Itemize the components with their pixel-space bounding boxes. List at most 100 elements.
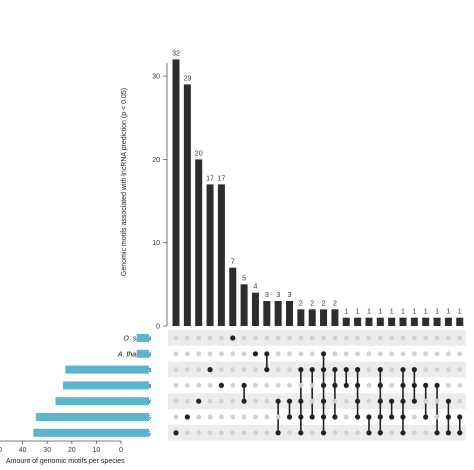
matrix-dot-inactive [332, 335, 338, 341]
matrix-dot-active [355, 398, 361, 404]
set-name-label: A. thaliana [117, 351, 151, 358]
matrix-dot-inactive [457, 383, 463, 388]
matrix-dot-inactive [230, 398, 236, 404]
matrix-dot-active [377, 430, 383, 436]
matrix-dot-inactive [298, 383, 304, 388]
matrix-dot-active [286, 398, 293, 404]
matrix-dot-inactive [411, 430, 417, 436]
matrix-dot-active [332, 367, 338, 373]
matrix-dot-active [286, 414, 293, 420]
matrix-dot-active [366, 430, 372, 436]
bar-value-label: 7 [231, 259, 235, 266]
matrix-dot-inactive [184, 335, 190, 341]
matrix-dot-active [377, 414, 383, 420]
matrix-dot-active [400, 430, 406, 436]
matrix-dot-active [184, 414, 190, 420]
matrix-dot-inactive [207, 430, 213, 436]
intersection-bar [274, 301, 282, 326]
matrix-dot-active [445, 430, 451, 436]
matrix-dot-inactive [230, 351, 236, 357]
matrix-dot-inactive [173, 367, 179, 372]
matrix-dot-inactive [275, 367, 281, 372]
bar-value-label: 3 [265, 292, 269, 299]
matrix-dot-inactive [389, 367, 395, 372]
matrix-dot-inactive [355, 351, 360, 357]
matrix-dot-inactive [309, 383, 315, 388]
matrix-dot-inactive [446, 351, 451, 357]
matrix-dot-active [411, 367, 417, 373]
matrix-dot-inactive [434, 414, 440, 420]
matrix-dot-inactive [196, 367, 202, 372]
matrix-dot-inactive [207, 398, 213, 404]
matrix-dot-inactive [207, 383, 213, 388]
matrix-dot-inactive [366, 335, 372, 341]
matrix-dot-inactive [230, 414, 236, 420]
bar-value-label: 3 [276, 292, 280, 299]
matrix-dot-inactive [321, 335, 326, 341]
matrix-dot-inactive [287, 430, 292, 436]
matrix-dot-inactive [264, 383, 270, 388]
bar-value-label: 4 [253, 284, 257, 291]
bar-value-label: 1 [378, 309, 382, 316]
matrix-dot-inactive [219, 414, 224, 420]
matrix-dot-inactive [196, 430, 202, 436]
matrix-dot-inactive [343, 414, 349, 420]
matrix-dot-inactive [219, 351, 224, 357]
matrix-dot-active [332, 414, 338, 420]
bar-value-label: 2 [310, 300, 314, 307]
intersection-bar [433, 317, 441, 326]
matrix-dot-inactive [332, 398, 338, 404]
matrix-dot-inactive [400, 335, 406, 341]
matrix-dot-active [445, 398, 451, 404]
matrix-dot-inactive [184, 398, 190, 404]
matrix-dot-inactive [446, 383, 451, 388]
set-size-bar [65, 365, 149, 374]
matrix-dot-inactive [287, 367, 292, 372]
matrix-dot-inactive [343, 335, 349, 341]
matrix-dot-inactive [241, 367, 247, 372]
matrix-dot-active [320, 430, 327, 436]
bar-value-label: 1 [424, 309, 428, 316]
matrix-dot-inactive [253, 398, 258, 404]
matrix-dot-active [377, 367, 383, 373]
matrix-dot-inactive [423, 398, 429, 404]
bar-value-label: 1 [412, 309, 416, 316]
matrix-dot-inactive [457, 351, 463, 357]
set-size-tick-label: 50 [0, 447, 2, 454]
matrix-dot-active [400, 398, 406, 404]
matrix-dot-inactive [184, 367, 190, 372]
matrix-dot-inactive [264, 430, 270, 436]
intersection-bar [263, 301, 271, 326]
matrix-dot-inactive [298, 335, 304, 341]
matrix-dot-inactive [287, 335, 292, 341]
matrix-dot-active [355, 382, 361, 388]
matrix-dot-inactive [411, 335, 417, 341]
matrix-dot-inactive [355, 430, 360, 436]
bar-value-label: 1 [435, 309, 439, 316]
matrix-dot-inactive [230, 383, 236, 388]
set-size-bar [33, 428, 149, 437]
set-size-bar [55, 397, 149, 406]
matrix-dot-inactive [377, 351, 383, 357]
matrix-dot-active [400, 382, 406, 388]
matrix-dot-inactive [184, 430, 190, 436]
matrix-dot-inactive [411, 414, 417, 420]
bar-value-label: 1 [390, 309, 394, 316]
intersection-bar [399, 317, 407, 326]
matrix-dot-inactive [184, 383, 190, 388]
matrix-dot-active [320, 351, 327, 357]
matrix-dot-inactive [241, 335, 247, 341]
matrix-dot-active [434, 430, 440, 436]
matrix-dot-active [298, 398, 304, 404]
matrix-dot-inactive [389, 430, 395, 436]
bar-value-label: 29 [183, 75, 191, 82]
matrix-dot-active [298, 367, 304, 373]
matrix-dot-active [252, 351, 259, 357]
matrix-dot-inactive [343, 351, 349, 357]
matrix-dot-active [355, 367, 361, 373]
matrix-row-stripe [168, 330, 466, 346]
bar-value-label: 1 [344, 309, 348, 316]
matrix-dot-active [241, 382, 247, 388]
bar-value-label: 17 [206, 175, 214, 182]
